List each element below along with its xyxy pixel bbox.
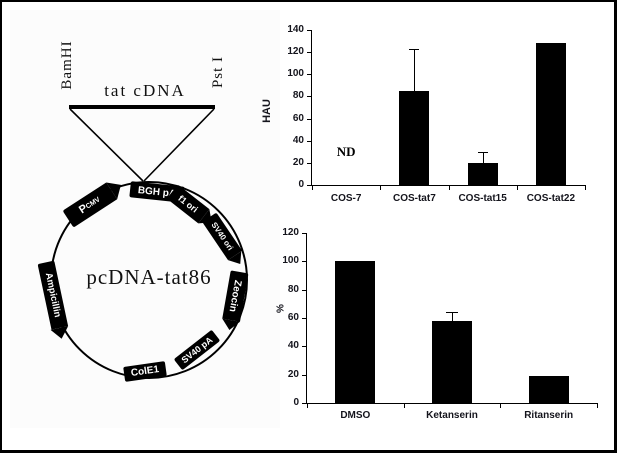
y-tick: [307, 30, 311, 31]
category-label: DMSO: [340, 410, 371, 421]
y-tick-label: 100: [282, 255, 299, 267]
x-tick: [516, 186, 518, 190]
category-label: COS-tat22: [526, 193, 576, 204]
y-axis-title: HAU: [261, 99, 273, 123]
y-tick: [307, 185, 311, 186]
bar: [399, 90, 430, 185]
y-tick: [307, 118, 311, 120]
y-tick-label: 40: [292, 134, 304, 146]
nd-annotation: ND: [336, 143, 356, 159]
y-tick: [302, 233, 306, 234]
plasmid-map-panel: BamHI Pst I tat cDNA pcDNA-tat86 P CMV BG…: [10, 10, 280, 428]
y-tick-label: 140: [287, 24, 304, 35]
bar: [528, 376, 569, 403]
y-tick: [307, 140, 311, 142]
error-bar-cap: [409, 48, 420, 50]
y-axis-title: %: [275, 304, 287, 313]
y-axis: [311, 30, 312, 186]
y-tick: [302, 289, 306, 291]
plasmid-name: pcDNA-tat86: [86, 264, 212, 289]
x-tick: [312, 186, 313, 190]
y-tick-label: 60: [292, 112, 304, 124]
y-tick: [302, 261, 306, 263]
x-tick: [500, 404, 502, 408]
x-axis: [311, 185, 586, 186]
bar: [535, 43, 566, 185]
y-tick: [302, 374, 306, 376]
insert-label: tat cDNA: [104, 81, 186, 100]
y-tick-label: 80: [292, 90, 304, 102]
bar: [467, 162, 498, 185]
x-tick: [585, 186, 586, 190]
error-bar-whisker: [482, 151, 484, 163]
y-tick-label: 120: [287, 46, 304, 58]
y-tick-label: 120: [282, 227, 299, 238]
y-tick-label: 60: [287, 312, 299, 323]
y-tick-label: 80: [287, 283, 299, 295]
y-axis: [306, 233, 307, 404]
y-tick-label: 40: [287, 340, 299, 352]
y-tick: [307, 74, 311, 76]
y-tick: [307, 52, 311, 54]
y-tick: [302, 318, 306, 319]
insert-right-leg: [143, 108, 215, 182]
category-label: COS-tat15: [458, 193, 507, 204]
category-label: Ketanserin: [426, 410, 478, 421]
x-axis: [306, 403, 598, 404]
insert-left-leg: [69, 108, 144, 182]
error-bar-cap: [446, 312, 458, 314]
y-tick-label: 100: [287, 68, 304, 80]
y-tick-label: 0: [298, 179, 304, 190]
bar: [432, 320, 472, 403]
x-tick: [448, 186, 450, 190]
y-tick: [302, 346, 306, 348]
restriction-site-psti: Pst I: [209, 55, 226, 89]
y-tick: [307, 162, 311, 164]
bar: [335, 261, 376, 403]
error-bar-whisker: [414, 48, 416, 91]
x-tick: [403, 404, 405, 408]
x-tick: [307, 404, 308, 408]
error-bar-cap: [477, 151, 488, 153]
category-label: Ritanserin: [524, 410, 574, 421]
category-label: COS-7: [330, 193, 362, 204]
restriction-site-bamhi: BamHI: [58, 40, 75, 90]
error-bar-whisker: [452, 312, 453, 321]
y-tick-label: 0: [293, 397, 299, 408]
y-tick-label: 20: [287, 368, 299, 380]
x-tick: [380, 186, 382, 190]
category-label: COS-tat7: [392, 193, 436, 204]
y-tick-label: 20: [292, 156, 304, 168]
y-tick: [307, 96, 311, 98]
y-tick: [302, 403, 306, 404]
x-tick: [597, 404, 598, 408]
